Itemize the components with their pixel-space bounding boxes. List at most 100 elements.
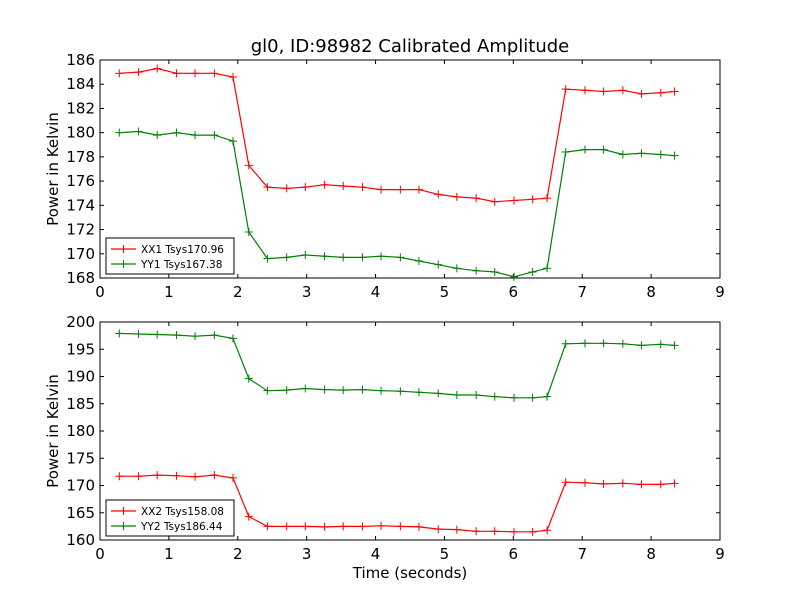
data-point (510, 196, 519, 205)
y-tick-label: 180 (66, 422, 95, 440)
data-point (115, 69, 124, 78)
data-point (263, 183, 272, 192)
data-point (228, 72, 237, 81)
data-point (528, 527, 537, 536)
x-tick-label: 2 (233, 545, 243, 563)
x-tick-label: 1 (164, 545, 174, 563)
data-point (414, 388, 423, 397)
data-point (656, 340, 665, 349)
data-point (172, 69, 181, 78)
data-point (358, 253, 367, 262)
legend (105, 499, 235, 537)
data-point (358, 385, 367, 394)
data-point (172, 128, 181, 137)
data-point (263, 254, 272, 263)
data-point (244, 227, 253, 236)
y-tick-label: 170 (66, 245, 95, 263)
data-point (377, 521, 386, 530)
data-point (210, 69, 219, 78)
data-point (599, 145, 608, 154)
data-point (210, 331, 219, 340)
y-tick-label: 190 (66, 368, 95, 386)
data-point (244, 512, 253, 521)
y-tick-label: 172 (66, 221, 95, 239)
legend-label: YY2 Tsys186.44 (140, 521, 223, 533)
data-point (543, 194, 552, 203)
data-point (543, 392, 552, 401)
y-tick-label: 174 (66, 196, 95, 214)
chart-title: gl0, ID:98982 Calibrated Amplitude (251, 36, 570, 57)
legend (105, 237, 235, 275)
data-point (472, 266, 481, 275)
data-point (561, 85, 570, 94)
y-tick-label: 180 (66, 124, 95, 142)
data-point (490, 392, 499, 401)
data-point (580, 339, 589, 348)
data-point (115, 329, 124, 338)
legend-marker (119, 522, 128, 530)
data-point (358, 183, 367, 192)
x-tick-label: 3 (302, 545, 312, 563)
data-point (153, 471, 162, 480)
y-tick-label: 178 (66, 148, 95, 166)
x-axis-label: Time (seconds) (352, 564, 468, 582)
x-tick-label: 4 (371, 283, 381, 301)
legend-label: YY1 Tsys167.38 (140, 259, 222, 271)
data-point (244, 161, 253, 170)
data-point (452, 525, 461, 534)
data-point (134, 68, 143, 77)
data-point (172, 331, 181, 340)
data-point (301, 384, 310, 393)
data-point (396, 522, 405, 531)
data-point (282, 522, 291, 531)
y-tick-label: 175 (66, 449, 95, 467)
x-tick-label: 7 (577, 545, 587, 563)
data-point (472, 391, 481, 400)
y-tick-label: 195 (66, 340, 95, 358)
data-point (301, 183, 310, 192)
y-tick-label: 160 (66, 531, 95, 549)
data-point (282, 184, 291, 193)
data-point (115, 472, 124, 481)
x-tick-label: 9 (715, 545, 725, 563)
data-point (472, 194, 481, 203)
x-tick-label: 5 (440, 283, 450, 301)
bottom-plot: 0 1 2 3 4 5 6 7 8 9 160 165 170 175 180 185 190 195 200 Pow… (44, 313, 725, 563)
x-tick-label: 6 (509, 545, 519, 563)
data-point (599, 479, 608, 488)
y-axis-label: Power in Kelvin (44, 112, 62, 226)
data-point (377, 185, 386, 194)
data-point (377, 386, 386, 395)
x-tick-label: 0 (95, 545, 105, 563)
legend-marker (119, 507, 128, 515)
y-tick-label: 170 (66, 477, 95, 495)
data-point (153, 64, 162, 73)
x-tick-label: 6 (509, 283, 519, 301)
data-point (396, 387, 405, 396)
data-point (282, 253, 291, 262)
data-point (670, 479, 679, 488)
data-point (561, 339, 570, 348)
data-point (434, 190, 443, 199)
legend-marker (119, 260, 128, 268)
x-tick-label: 3 (302, 283, 312, 301)
legend-label: XX1 Tsys170.96 (141, 244, 224, 256)
data-point (618, 150, 627, 159)
top-plot: 0 1 2 3 4 5 6 7 8 9 168 170 172 174 176 178 180 182 184 186… (44, 51, 725, 301)
data-point (656, 88, 665, 97)
data-point (263, 386, 272, 395)
data-point (580, 478, 589, 487)
data-point (528, 393, 537, 402)
y-tick-label: 168 (66, 269, 95, 287)
y-tick-label: 200 (66, 313, 95, 331)
data-point (472, 527, 481, 536)
x-tick-label: 8 (646, 283, 656, 301)
data-point (115, 128, 124, 137)
data-point (339, 522, 348, 531)
y-tick-label: 176 (66, 172, 95, 190)
data-point (228, 334, 237, 343)
data-point (618, 339, 627, 348)
data-point (228, 137, 237, 146)
data-point (528, 267, 537, 276)
data-point (618, 86, 627, 95)
